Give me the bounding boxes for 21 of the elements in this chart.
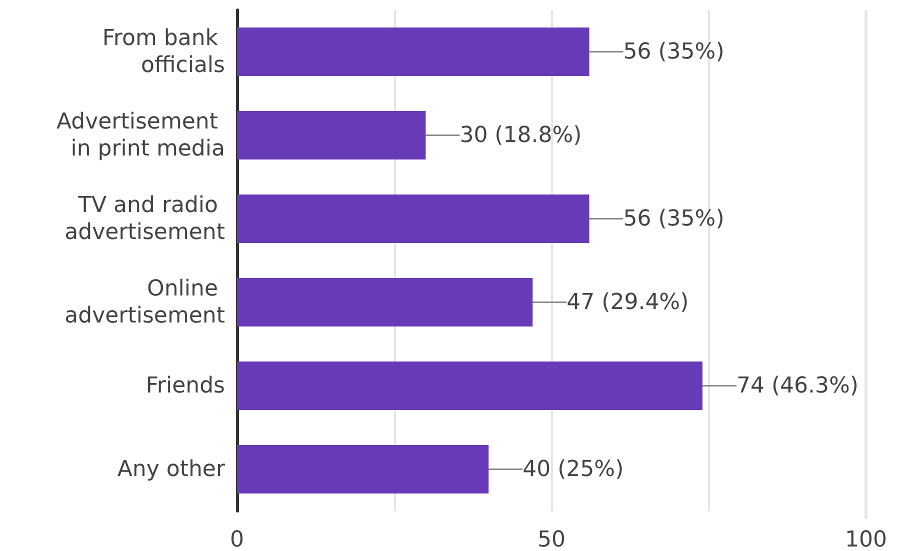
bar (237, 278, 533, 326)
bar (237, 111, 426, 160)
y-tick-label: Advertisement in print media (56, 109, 225, 162)
bar (237, 28, 590, 76)
x-tick-label: 100 (845, 528, 887, 551)
data-label: 74 (46.3%) (736, 373, 859, 398)
y-tick-label: TV and radio advertisement (64, 192, 226, 245)
x-tick-label: 50 (538, 528, 566, 551)
bar (237, 194, 590, 243)
y-tick-label: From bank officials (102, 26, 225, 78)
data-label: 40 (25%) (522, 456, 624, 482)
y-tick-label: Friends (146, 373, 225, 398)
data-label: 30 (18.8%) (460, 122, 582, 148)
data-label: 56 (35%) (623, 39, 724, 64)
y-tick-label: Online advertisement (64, 276, 226, 328)
x-tick-label: 0 (230, 528, 244, 551)
y-tick-label: Any other (117, 456, 226, 482)
bar (237, 445, 489, 494)
data-label: 56 (35%) (623, 206, 724, 232)
data-label: 47 (29.4%) (566, 290, 689, 315)
bar (237, 362, 702, 410)
